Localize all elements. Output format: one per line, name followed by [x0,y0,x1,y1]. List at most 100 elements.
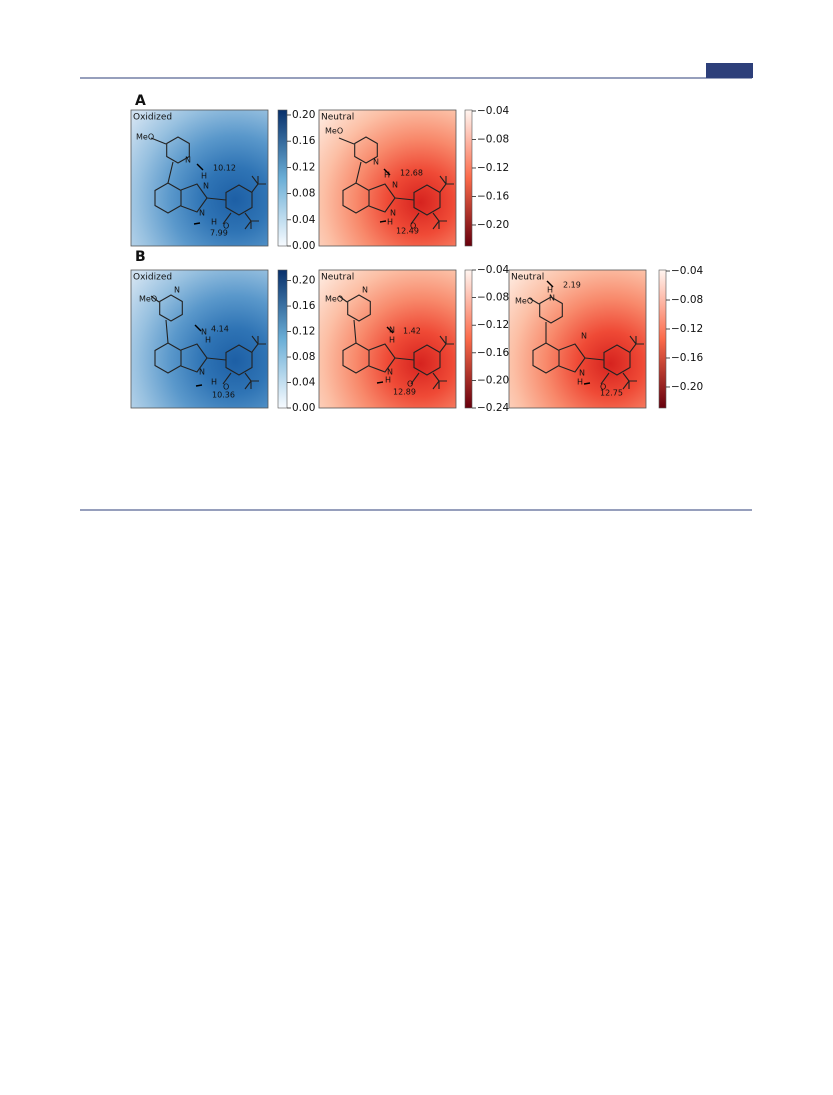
distance-label: 10.36 [212,391,235,400]
plot-title: Oxidized [133,273,172,283]
interaction-arrow [583,382,591,385]
colorbar-tick-label: 0.04 [292,214,316,226]
ring [354,136,378,164]
colorbar-tick-label: −0.20 [477,219,509,231]
atom-label: N [581,332,587,341]
atom-label: H [384,171,390,180]
colorbar-tick-label: 0.00 [292,240,315,252]
colorbar-tick-label: −0.20 [671,381,703,393]
colorbar-tick-label: 0.04 [292,377,316,389]
bonds [150,137,232,225]
colorbar [277,109,288,247]
plot-title: Oxidized [133,113,172,123]
atom-label: N [203,182,209,191]
bonds [338,137,420,225]
colorbar-tick-label: 0.12 [292,161,315,173]
tbu-group [629,335,644,353]
ring [225,184,253,216]
atom-label: O [410,222,416,231]
ring [166,136,190,164]
heatmap [130,269,269,409]
atom-label: N [390,209,396,218]
tbu-group [251,335,266,353]
atom-label: O [407,380,413,389]
atom-label: N [389,326,395,335]
atom-label: MeO [139,295,157,304]
colorbar-tick-label: 0.08 [292,351,315,363]
ring [342,342,370,374]
atom-label: O [600,383,606,392]
plot-title: Neutral [511,273,544,283]
ring [413,184,441,216]
atom-label: N [373,158,379,167]
ring [347,294,371,322]
ring [532,342,560,374]
interaction-arrow [379,220,387,223]
colorbar [277,269,288,409]
atom-label: N [362,286,368,295]
atom-label: MeO [325,127,343,136]
atom-label: O [223,222,229,231]
interaction-arrow [376,381,384,384]
ring [154,182,182,214]
atom-label: N [174,286,180,295]
ring [159,294,183,322]
tbu-group [432,212,447,230]
tbu-group [251,175,266,193]
colorbar-tick-label: −0.20 [477,374,509,386]
colorbar-tick-label: −0.12 [477,162,509,174]
distance-label: 12.68 [400,169,423,178]
distance-label: 7.99 [210,229,228,238]
distance-label: 2.19 [563,281,581,290]
interaction-arrow [195,384,203,387]
atom-label: N [392,181,398,190]
atom-label: H [547,286,553,295]
panel-label: A [135,93,146,109]
atom-label: H [201,172,207,181]
atom-label: N [201,328,207,337]
colorbar-tick-label: 0.08 [292,188,315,200]
heatmap [318,109,457,247]
atom-label: H [211,378,217,387]
bonds [150,295,232,385]
plot-title: Neutral [321,273,354,283]
interaction-arrow [194,324,202,332]
colorbar-tick-label: −0.08 [671,294,703,306]
colorbar-tick-label: −0.08 [477,133,509,145]
atom-label: MeO [325,295,343,304]
header-badge [706,63,753,78]
ring [342,182,370,214]
colorbar [464,269,473,409]
atom-label: N [185,156,191,165]
colorbar-tick-label: −0.16 [477,190,509,202]
tbu-group [244,372,259,390]
ring [413,344,441,376]
colorbar-tick-label: 0.12 [292,326,315,338]
distance-label: 12.49 [396,227,419,236]
colorbar-tick-label: −0.04 [477,105,509,117]
heatmap [318,269,457,409]
colorbar-tick-label: −0.04 [671,265,703,277]
plot-title: Neutral [321,113,354,123]
atom-label: O [223,383,229,392]
colorbar-tick-label: 0.20 [292,109,315,121]
colorbar-tick-label: 0.00 [292,402,315,414]
colorbar-tick-label: −0.04 [477,264,509,276]
distance-label: 4.14 [211,325,229,334]
interaction-arrow [196,163,204,171]
tbu-group [244,212,259,230]
colorbar-tick-label: 0.20 [292,275,315,287]
colorbar-tick-label: 0.16 [292,135,316,147]
atom-label: MeO [136,133,154,142]
atom-label: H [205,336,211,345]
atom-label: N [387,368,393,377]
tbu-group [439,175,454,193]
colorbar-tick-label: −0.08 [477,292,509,304]
colorbar-tick-label: −0.12 [671,323,703,335]
